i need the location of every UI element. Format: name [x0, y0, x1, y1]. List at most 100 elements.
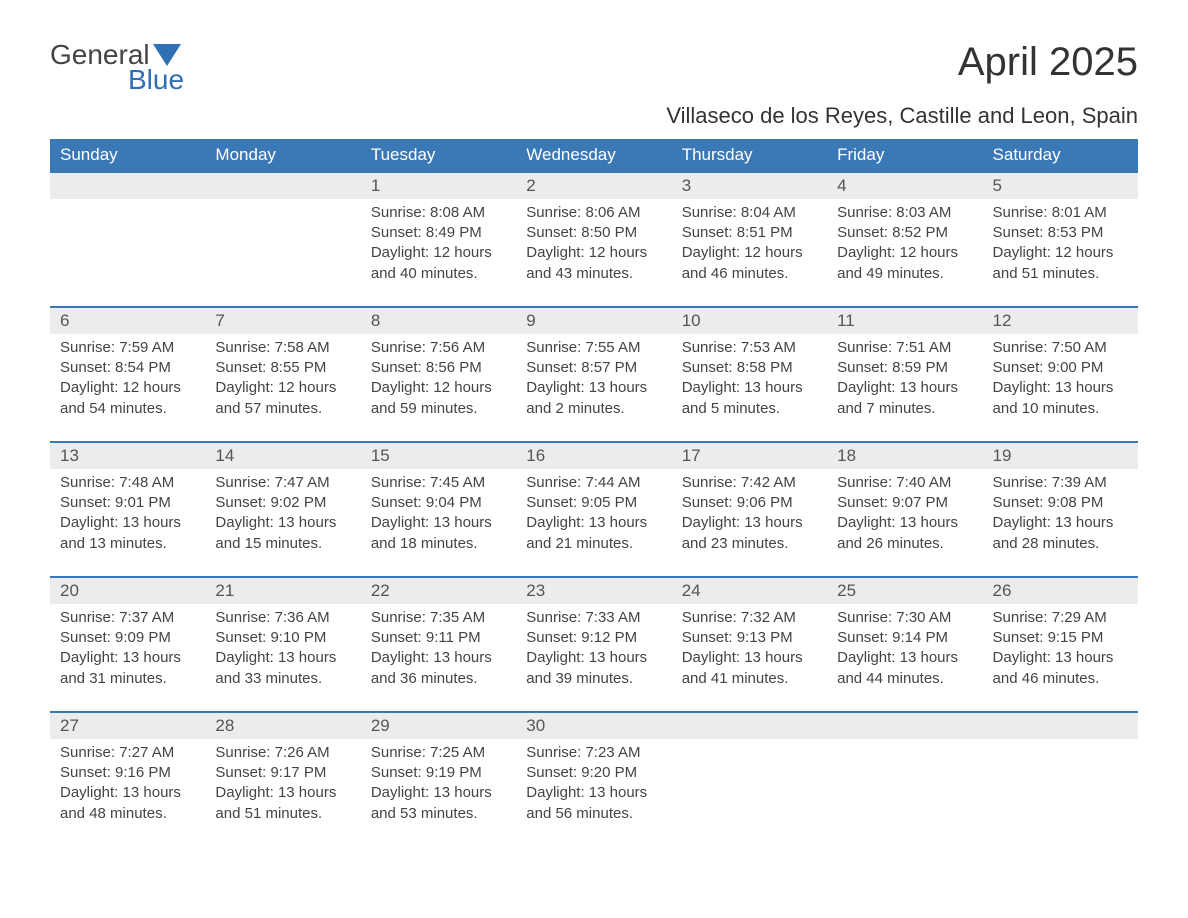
sunset-line: Sunset: 8:54 PM	[60, 358, 195, 378]
day-number: 17	[672, 443, 827, 469]
sunrise-line: Sunrise: 7:32 AM	[682, 608, 817, 628]
sunset-line: Sunset: 8:58 PM	[682, 358, 817, 378]
calendar-cell: 15 Sunrise: 7:45 AMSunset: 9:04 PMDayligh…	[361, 441, 516, 576]
sunrise-line: Sunrise: 7:53 AM	[682, 338, 817, 358]
day-number-bar: 15	[361, 441, 516, 469]
day-content: Sunrise: 8:06 AMSunset: 8:50 PMDaylight:…	[516, 199, 671, 292]
calendar-week-row: 20Sunrise: 7:37 AMSunset: 9:09 PMDayligh…	[50, 576, 1138, 711]
daylight-line: Daylight: 13 hours and 53 minutes.	[371, 783, 506, 824]
day-number-bar: 2	[516, 171, 671, 199]
day-content: Sunrise: 7:53 AMSunset: 8:58 PMDaylight:…	[672, 334, 827, 427]
sunrise-line: Sunrise: 7:35 AM	[371, 608, 506, 628]
sunrise-line: Sunrise: 8:08 AM	[371, 203, 506, 223]
daylight-line: Daylight: 13 hours and 18 minutes.	[371, 513, 506, 554]
day-number: 9	[516, 308, 671, 334]
sunset-line: Sunset: 9:19 PM	[371, 763, 506, 783]
sunset-line: Sunset: 9:13 PM	[682, 628, 817, 648]
day-header: Tuesday	[361, 139, 516, 171]
day-number: 28	[205, 713, 360, 739]
day-number-bar: 5	[983, 171, 1138, 199]
sunrise-line: Sunrise: 7:39 AM	[993, 473, 1128, 493]
logo-wedge-icon	[153, 44, 181, 66]
sunrise-line: Sunrise: 7:47 AM	[215, 473, 350, 493]
day-content: Sunrise: 7:51 AMSunset: 8:59 PMDaylight:…	[827, 334, 982, 427]
daylight-line: Daylight: 12 hours and 49 minutes.	[837, 243, 972, 284]
day-content: Sunrise: 7:44 AMSunset: 9:05 PMDaylight:…	[516, 469, 671, 562]
day-number: 24	[672, 578, 827, 604]
calendar-cell: 6Sunrise: 7:59 AMSunset: 8:54 PMDaylight…	[50, 306, 205, 441]
sunset-line: Sunset: 9:04 PM	[371, 493, 506, 513]
daylight-line: Daylight: 12 hours and 43 minutes.	[526, 243, 661, 284]
calendar-cell: 1Sunrise: 8:08 AMSunset: 8:49 PMDaylight…	[361, 171, 516, 306]
sunrise-line: Sunrise: 7:45 AM	[371, 473, 506, 493]
daylight-line: Daylight: 13 hours and 15 minutes.	[215, 513, 350, 554]
day-number: 19	[983, 443, 1138, 469]
day-number-bar: 13	[50, 441, 205, 469]
sunset-line: Sunset: 9:12 PM	[526, 628, 661, 648]
calendar-cell: 7Sunrise: 7:58 AMSunset: 8:55 PMDaylight…	[205, 306, 360, 441]
calendar-cell: 28 Sunrise: 7:26 AMSunset: 9:17 PMDayligh…	[205, 711, 360, 846]
daylight-line: Daylight: 13 hours and 33 minutes.	[215, 648, 350, 689]
day-number: 21	[205, 578, 360, 604]
day-number-bar: 22	[361, 576, 516, 604]
day-number: 15	[361, 443, 516, 469]
daylight-line: Daylight: 12 hours and 40 minutes.	[371, 243, 506, 284]
daylight-line: Daylight: 13 hours and 13 minutes.	[60, 513, 195, 554]
sunrise-line: Sunrise: 7:30 AM	[837, 608, 972, 628]
day-number: 11	[827, 308, 982, 334]
calendar-cell	[672, 711, 827, 846]
day-number: 29	[361, 713, 516, 739]
day-number-bar: 14	[205, 441, 360, 469]
day-number-bar: 24	[672, 576, 827, 604]
day-content: Sunrise: 7:55 AMSunset: 8:57 PMDaylight:…	[516, 334, 671, 427]
daylight-line: Daylight: 13 hours and 10 minutes.	[993, 378, 1128, 419]
sunrise-line: Sunrise: 7:29 AM	[993, 608, 1128, 628]
day-number-bar: 17	[672, 441, 827, 469]
day-content: Sunrise: 7:39 AMSunset: 9:08 PMDaylight:…	[983, 469, 1138, 562]
sunset-line: Sunset: 9:08 PM	[993, 493, 1128, 513]
sunrise-line: Sunrise: 7:23 AM	[526, 743, 661, 763]
day-number: 2	[516, 173, 671, 199]
sunset-line: Sunset: 9:10 PM	[215, 628, 350, 648]
calendar-cell: 22Sunrise: 7:35 AMSunset: 9:11 PMDayligh…	[361, 576, 516, 711]
calendar-cell: 8Sunrise: 7:56 AMSunset: 8:56 PMDaylight…	[361, 306, 516, 441]
day-number-bar: 26	[983, 576, 1138, 604]
day-number-bar: 27	[50, 711, 205, 739]
day-number: 18	[827, 443, 982, 469]
calendar-cell	[827, 711, 982, 846]
sunrise-line: Sunrise: 8:06 AM	[526, 203, 661, 223]
day-content: Sunrise: 7:37 AMSunset: 9:09 PMDaylight:…	[50, 604, 205, 697]
calendar-cell	[50, 171, 205, 306]
day-header: Monday	[205, 139, 360, 171]
day-number: 12	[983, 308, 1138, 334]
daylight-line: Daylight: 13 hours and 44 minutes.	[837, 648, 972, 689]
calendar-week-row: 1Sunrise: 8:08 AMSunset: 8:49 PMDaylight…	[50, 171, 1138, 306]
day-number-bar	[50, 171, 205, 199]
day-number-bar: 12	[983, 306, 1138, 334]
day-number: 5	[983, 173, 1138, 199]
day-content: Sunrise: 7:33 AMSunset: 9:12 PMDaylight:…	[516, 604, 671, 697]
sunrise-line: Sunrise: 7:56 AM	[371, 338, 506, 358]
daylight-line: Daylight: 13 hours and 51 minutes.	[215, 783, 350, 824]
day-header: Saturday	[983, 139, 1138, 171]
calendar-cell	[983, 711, 1138, 846]
daylight-line: Daylight: 12 hours and 54 minutes.	[60, 378, 195, 419]
day-number-bar: 19	[983, 441, 1138, 469]
day-content: Sunrise: 7:58 AMSunset: 8:55 PMDaylight:…	[205, 334, 360, 427]
day-content: Sunrise: 8:04 AMSunset: 8:51 PMDaylight:…	[672, 199, 827, 292]
sunrise-line: Sunrise: 8:04 AM	[682, 203, 817, 223]
sunset-line: Sunset: 9:17 PM	[215, 763, 350, 783]
daylight-line: Daylight: 12 hours and 46 minutes.	[682, 243, 817, 284]
daylight-line: Daylight: 13 hours and 28 minutes.	[993, 513, 1128, 554]
daylight-line: Daylight: 13 hours and 48 minutes.	[60, 783, 195, 824]
day-content: Sunrise: 7:35 AMSunset: 9:11 PMDaylight:…	[361, 604, 516, 697]
daylight-line: Daylight: 13 hours and 41 minutes.	[682, 648, 817, 689]
day-content: Sunrise: 7:30 AMSunset: 9:14 PMDaylight:…	[827, 604, 982, 697]
calendar-cell: 14Sunrise: 7:47 AMSunset: 9:02 PMDayligh…	[205, 441, 360, 576]
sunrise-line: Sunrise: 7:26 AM	[215, 743, 350, 763]
day-number: 25	[827, 578, 982, 604]
location-subtitle: Villaseco de los Reyes, Castille and Leo…	[50, 103, 1138, 129]
day-content: Sunrise: 7:47 AMSunset: 9:02 PMDaylight:…	[205, 469, 360, 562]
day-number-bar: 11	[827, 306, 982, 334]
day-content: Sunrise: 7:50 AMSunset: 9:00 PMDaylight:…	[983, 334, 1138, 427]
